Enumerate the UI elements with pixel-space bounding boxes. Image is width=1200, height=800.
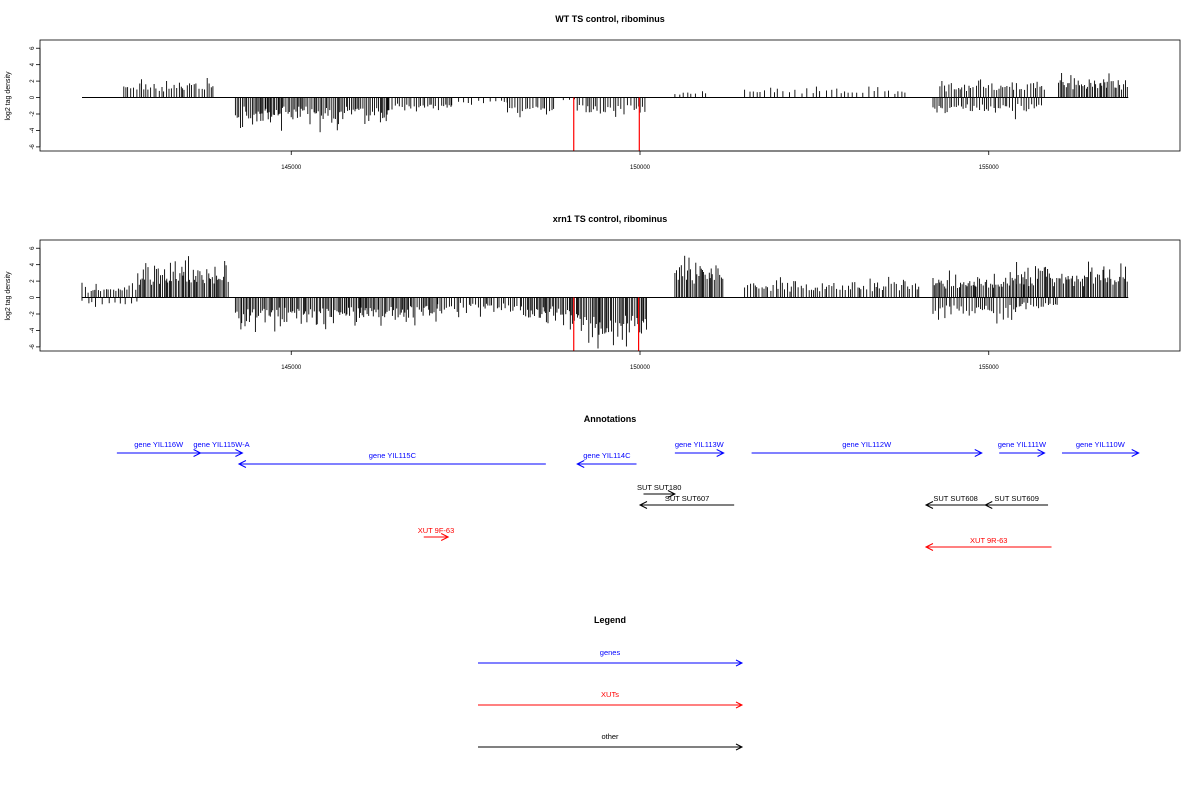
annotation-xut-9f-63: XUT 9F-63 — [418, 526, 455, 541]
y-tick-label: 0 — [30, 95, 36, 99]
annotation-label: SUT SUT609 — [994, 494, 1038, 503]
annotation-arrowhead — [440, 533, 450, 541]
annotation-label: SUT SUT180 — [637, 483, 681, 492]
xrn1-track-title: xrn1 TS control, ribominus — [553, 214, 668, 224]
wt-signal-bars — [82, 73, 1129, 151]
y-tick-label: -2 — [30, 111, 36, 117]
legend-label-genes: genes — [600, 648, 621, 657]
legend-arrowhead-xuts — [735, 701, 744, 709]
legend-label-other: other — [601, 732, 619, 741]
annotation-label: gene YIL111W — [998, 440, 1047, 449]
annotation-gene-yil115w-a: gene YIL115W-A — [193, 440, 250, 457]
wt-track-title: WT TS control, ribominus — [555, 14, 665, 24]
annotation-arrowhead — [667, 490, 676, 498]
xrn1-signal-bars — [81, 255, 1129, 351]
annotation-gene-yil116w: gene YIL116W — [116, 440, 202, 457]
annotation-label: gene YIL115C — [369, 451, 417, 460]
annotation-sut-sut607: SUT SUT607 — [638, 494, 735, 509]
annotation-sut-sut180: SUT SUT180 — [637, 483, 681, 498]
annotation-arrowhead — [924, 501, 934, 509]
annotation-arrowhead — [237, 460, 247, 468]
annotation-gene-yil112w: gene YIL112W — [751, 440, 983, 457]
y-tick-label: 6 — [30, 46, 36, 50]
x-tick-label: 150000 — [630, 165, 651, 171]
wt-track-panel: WT TS control, ribominus 6 4 2 0 -2 -4 -6 14500… — [5, 14, 1181, 171]
xrn1-track-panel: xrn1 TS control, ribominus 6 4 2 0 -2 -4 -6 145… — [5, 214, 1181, 371]
annotations-panel: Annotations gene YIL116W gene YIL115W-Age… — [116, 414, 1140, 551]
y-tick-label: 4 — [30, 262, 36, 266]
annotation-gene-yil113w: gene YIL113W — [675, 440, 725, 457]
annotation-gene-yil114c: gene YIL114C — [576, 451, 637, 468]
legend-title: Legend — [594, 615, 626, 625]
y-tick-label: 2 — [30, 279, 36, 283]
wt-y-axis-label: log2 tag density — [5, 71, 12, 121]
annotation-label: gene YIL113W — [675, 440, 725, 449]
annotation-label: XUT 9R-63 — [970, 536, 1007, 545]
y-tick-label: 6 — [30, 246, 36, 250]
annotation-arrowhead — [974, 449, 983, 457]
annotation-features: gene YIL116W gene YIL115W-A gene YIL115C ge… — [116, 440, 1140, 551]
annotation-label: gene YIL110W — [1076, 440, 1126, 449]
annotation-sut-sut609: SUT SUT609 — [984, 494, 1049, 509]
annotation-xut-9r-63: XUT 9R-63 — [924, 536, 1052, 551]
annotation-arrowhead — [984, 501, 993, 509]
annotation-arrowhead — [576, 460, 585, 468]
xrn1-axes: 6 4 2 0 -2 -4 -6 145000 150000 155000 — [30, 246, 999, 371]
annotation-label: XUT 9F-63 — [418, 526, 455, 535]
legend-arrowhead-other — [735, 743, 744, 751]
x-tick-label: 145000 — [281, 365, 302, 371]
annotation-gene-yil110w: gene YIL110W — [1061, 440, 1140, 457]
xrn1-y-axis-label: log2 tag density — [5, 271, 12, 321]
annotation-label: gene YIL115W-A — [193, 440, 249, 449]
y-tick-label: -4 — [30, 127, 36, 133]
annotations-title: Annotations — [584, 414, 637, 424]
legend: Legend genes XUTs other — [478, 615, 744, 751]
annotation-arrowhead — [1037, 449, 1046, 457]
y-tick-label: -6 — [30, 144, 36, 150]
annotation-label: gene YIL116W — [134, 440, 184, 449]
annotation-arrowhead — [1131, 449, 1140, 457]
annotation-label: SUT SUT607 — [665, 494, 709, 503]
y-tick-label: -4 — [30, 327, 36, 333]
y-tick-label: -6 — [30, 344, 36, 350]
y-tick-label: -2 — [30, 311, 36, 317]
x-tick-label: 155000 — [979, 165, 1000, 171]
legend-arrowhead-genes — [735, 659, 744, 667]
annotation-gene-yil115c: gene YIL115C — [237, 451, 546, 468]
annotation-label: SUT SUT608 — [933, 494, 977, 503]
x-tick-label: 155000 — [979, 365, 1000, 371]
annotation-label: gene YIL114C — [583, 451, 631, 460]
annotation-arrowhead — [716, 449, 725, 457]
annotation-arrowhead — [924, 543, 934, 551]
y-tick-label: 0 — [30, 295, 36, 299]
y-tick-label: 2 — [30, 79, 36, 83]
legend-label-xuts: XUTs — [601, 690, 619, 699]
annotation-label: gene YIL112W — [842, 440, 892, 449]
x-tick-label: 145000 — [281, 165, 302, 171]
x-tick-label: 150000 — [630, 365, 651, 371]
annotation-arrowhead — [235, 449, 244, 457]
annotation-sut-sut608: SUT SUT608 — [924, 494, 986, 509]
annotation-gene-yil111w: gene YIL111W — [998, 440, 1047, 457]
wt-axes: 6 4 2 0 -2 -4 -6 145000 150000 155000 — [30, 46, 999, 171]
annotation-arrowhead — [638, 501, 648, 509]
y-tick-label: 4 — [30, 62, 36, 66]
